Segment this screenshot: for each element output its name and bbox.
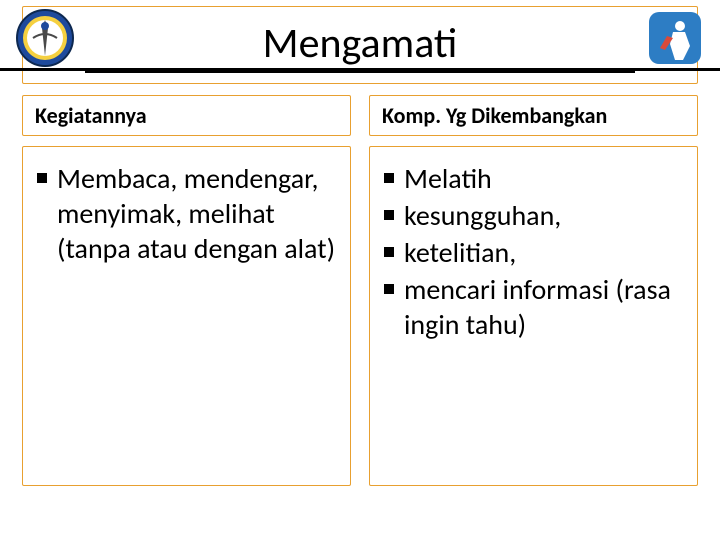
column-left: Kegiatannya Membaca, mendengar, menyimak… [22,95,351,486]
column-left-header: Kegiatannya [22,95,351,136]
column-right-header: Komp. Yg Dikembangkan [369,95,698,136]
list-item: kesungguhan, [380,198,687,233]
list-item: mencari informasi (rasa ingin tahu) [380,272,687,342]
column-right: Komp. Yg Dikembangkan Melatih kesungguha… [369,95,698,486]
column-right-header-text: Komp. Yg Dikembangkan [382,102,685,129]
page-title: Mengamati [85,18,635,69]
list-item: Membaca, mendengar, menyimak, melihat (t… [33,161,340,266]
list-item: ketelitian, [380,235,687,270]
title-container: Mengamati [85,18,635,73]
left-list: Membaca, mendengar, menyimak, melihat (t… [33,161,340,266]
column-right-body: Melatih kesungguhan, ketelitian, mencari… [369,146,698,486]
logo-left [15,8,75,68]
list-item: Melatih [380,161,687,196]
right-list: Melatih kesungguhan, ketelitian, mencari… [380,161,687,342]
column-left-header-text: Kegiatannya [35,102,338,129]
title-underline [85,71,635,73]
column-left-body: Membaca, mendengar, menyimak, melihat (t… [22,146,351,486]
header-full-underline [0,68,720,71]
content: Kegiatannya Membaca, mendengar, menyimak… [22,95,698,486]
header: Mengamati [0,0,720,90]
logo-right [645,8,705,68]
